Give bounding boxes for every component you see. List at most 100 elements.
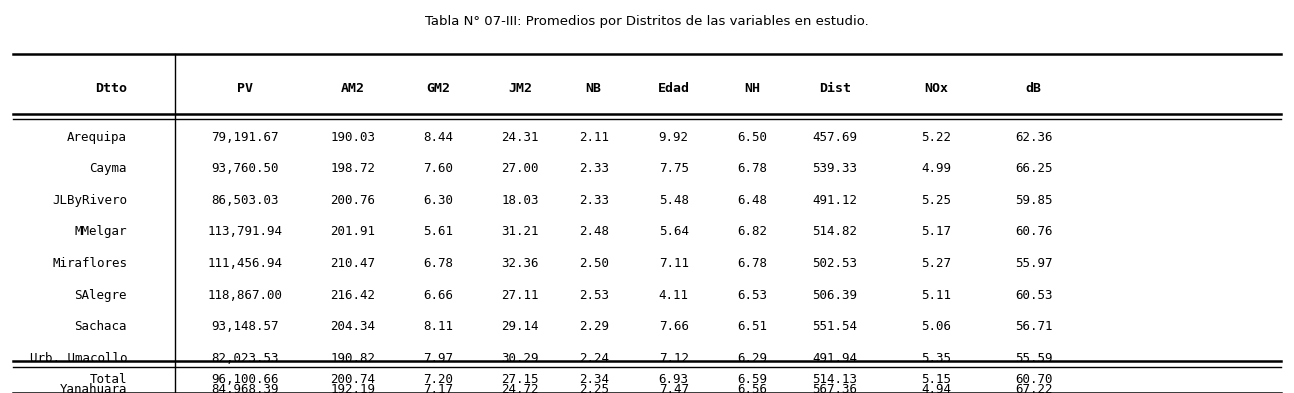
Text: 62.36: 62.36 bbox=[1014, 131, 1052, 144]
Text: 551.54: 551.54 bbox=[813, 320, 857, 333]
Text: 7.66: 7.66 bbox=[659, 320, 688, 333]
Text: 4.94: 4.94 bbox=[921, 383, 951, 393]
Text: 7.11: 7.11 bbox=[659, 257, 688, 270]
Text: SAlegre: SAlegre bbox=[75, 288, 127, 301]
Text: 5.15: 5.15 bbox=[921, 373, 951, 386]
Text: Arequipa: Arequipa bbox=[67, 131, 127, 144]
Text: JM2: JM2 bbox=[509, 82, 532, 95]
Text: 6.53: 6.53 bbox=[738, 288, 767, 301]
Text: 5.48: 5.48 bbox=[659, 194, 688, 207]
Text: 56.71: 56.71 bbox=[1014, 320, 1052, 333]
Text: 190.03: 190.03 bbox=[330, 131, 375, 144]
Text: 6.29: 6.29 bbox=[738, 352, 767, 365]
Text: 27.11: 27.11 bbox=[502, 288, 538, 301]
Text: 86,503.03: 86,503.03 bbox=[211, 194, 278, 207]
Text: 60.70: 60.70 bbox=[1014, 373, 1052, 386]
Text: 2.50: 2.50 bbox=[578, 257, 608, 270]
Text: 67.22: 67.22 bbox=[1014, 383, 1052, 393]
Text: JLByRivero: JLByRivero bbox=[52, 194, 127, 207]
Text: 210.47: 210.47 bbox=[330, 257, 375, 270]
Text: 201.91: 201.91 bbox=[330, 226, 375, 239]
Text: 24.72: 24.72 bbox=[502, 383, 538, 393]
Text: 200.74: 200.74 bbox=[330, 373, 375, 386]
Text: 24.31: 24.31 bbox=[502, 131, 538, 144]
Text: 7.47: 7.47 bbox=[659, 383, 688, 393]
Text: 2.11: 2.11 bbox=[578, 131, 608, 144]
Text: 6.82: 6.82 bbox=[738, 226, 767, 239]
Text: 6.50: 6.50 bbox=[738, 131, 767, 144]
Text: 2.25: 2.25 bbox=[578, 383, 608, 393]
Text: 113,791.94: 113,791.94 bbox=[207, 226, 282, 239]
Text: 60.76: 60.76 bbox=[1014, 226, 1052, 239]
Text: 66.25: 66.25 bbox=[1014, 162, 1052, 175]
Text: 55.59: 55.59 bbox=[1014, 352, 1052, 365]
Text: 5.17: 5.17 bbox=[921, 226, 951, 239]
Text: 60.53: 60.53 bbox=[1014, 288, 1052, 301]
Text: 6.30: 6.30 bbox=[423, 194, 453, 207]
Text: 93,760.50: 93,760.50 bbox=[211, 162, 278, 175]
Text: 82,023.53: 82,023.53 bbox=[211, 352, 278, 365]
Text: 6.78: 6.78 bbox=[738, 257, 767, 270]
Text: 190.82: 190.82 bbox=[330, 352, 375, 365]
Text: 2.24: 2.24 bbox=[578, 352, 608, 365]
Text: Tabla N° 07-III: Promedios por Distritos de las variables en estudio.: Tabla N° 07-III: Promedios por Distritos… bbox=[426, 15, 868, 28]
Text: 2.33: 2.33 bbox=[578, 194, 608, 207]
Text: 192.19: 192.19 bbox=[330, 383, 375, 393]
Text: 5.35: 5.35 bbox=[921, 352, 951, 365]
Text: 502.53: 502.53 bbox=[813, 257, 857, 270]
Text: 2.29: 2.29 bbox=[578, 320, 608, 333]
Text: NOx: NOx bbox=[924, 82, 949, 95]
Text: 539.33: 539.33 bbox=[813, 162, 857, 175]
Text: 93,148.57: 93,148.57 bbox=[211, 320, 278, 333]
Text: 9.92: 9.92 bbox=[659, 131, 688, 144]
Text: 457.69: 457.69 bbox=[813, 131, 857, 144]
Text: 2.48: 2.48 bbox=[578, 226, 608, 239]
Text: 6.56: 6.56 bbox=[738, 383, 767, 393]
Text: Edad: Edad bbox=[657, 82, 690, 95]
Text: 204.34: 204.34 bbox=[330, 320, 375, 333]
Text: 96,100.66: 96,100.66 bbox=[211, 373, 278, 386]
Text: 5.11: 5.11 bbox=[921, 288, 951, 301]
Text: 5.25: 5.25 bbox=[921, 194, 951, 207]
Text: 7.17: 7.17 bbox=[423, 383, 453, 393]
Text: 6.78: 6.78 bbox=[738, 162, 767, 175]
Text: 111,456.94: 111,456.94 bbox=[207, 257, 282, 270]
Text: NH: NH bbox=[744, 82, 761, 95]
Text: 514.13: 514.13 bbox=[813, 373, 857, 386]
Text: 18.03: 18.03 bbox=[502, 194, 538, 207]
Text: 6.78: 6.78 bbox=[423, 257, 453, 270]
Text: MMelgar: MMelgar bbox=[75, 226, 127, 239]
Text: 27.15: 27.15 bbox=[502, 373, 538, 386]
Text: 4.99: 4.99 bbox=[921, 162, 951, 175]
Text: Dist: Dist bbox=[819, 82, 850, 95]
Text: NB: NB bbox=[586, 82, 602, 95]
Text: 59.85: 59.85 bbox=[1014, 194, 1052, 207]
Text: 30.29: 30.29 bbox=[502, 352, 538, 365]
Text: 4.11: 4.11 bbox=[659, 288, 688, 301]
Text: 2.53: 2.53 bbox=[578, 288, 608, 301]
Text: 29.14: 29.14 bbox=[502, 320, 538, 333]
Text: Cayma: Cayma bbox=[89, 162, 127, 175]
Text: 216.42: 216.42 bbox=[330, 288, 375, 301]
Text: Total: Total bbox=[89, 373, 127, 386]
Text: 5.61: 5.61 bbox=[423, 226, 453, 239]
Text: Urb. Umacollo: Urb. Umacollo bbox=[30, 352, 127, 365]
Text: 6.66: 6.66 bbox=[423, 288, 453, 301]
Text: 6.93: 6.93 bbox=[659, 373, 688, 386]
Text: 7.20: 7.20 bbox=[423, 373, 453, 386]
Text: 84,968.39: 84,968.39 bbox=[211, 383, 278, 393]
Text: 8.11: 8.11 bbox=[423, 320, 453, 333]
Text: 5.06: 5.06 bbox=[921, 320, 951, 333]
Text: Sachaca: Sachaca bbox=[75, 320, 127, 333]
Text: Miraflores: Miraflores bbox=[52, 257, 127, 270]
Text: 7.60: 7.60 bbox=[423, 162, 453, 175]
Text: 31.21: 31.21 bbox=[502, 226, 538, 239]
Text: 7.75: 7.75 bbox=[659, 162, 688, 175]
Text: 32.36: 32.36 bbox=[502, 257, 538, 270]
Text: 7.97: 7.97 bbox=[423, 352, 453, 365]
Text: 2.34: 2.34 bbox=[578, 373, 608, 386]
Text: 506.39: 506.39 bbox=[813, 288, 857, 301]
Text: 2.33: 2.33 bbox=[578, 162, 608, 175]
Text: 514.82: 514.82 bbox=[813, 226, 857, 239]
Text: 55.97: 55.97 bbox=[1014, 257, 1052, 270]
